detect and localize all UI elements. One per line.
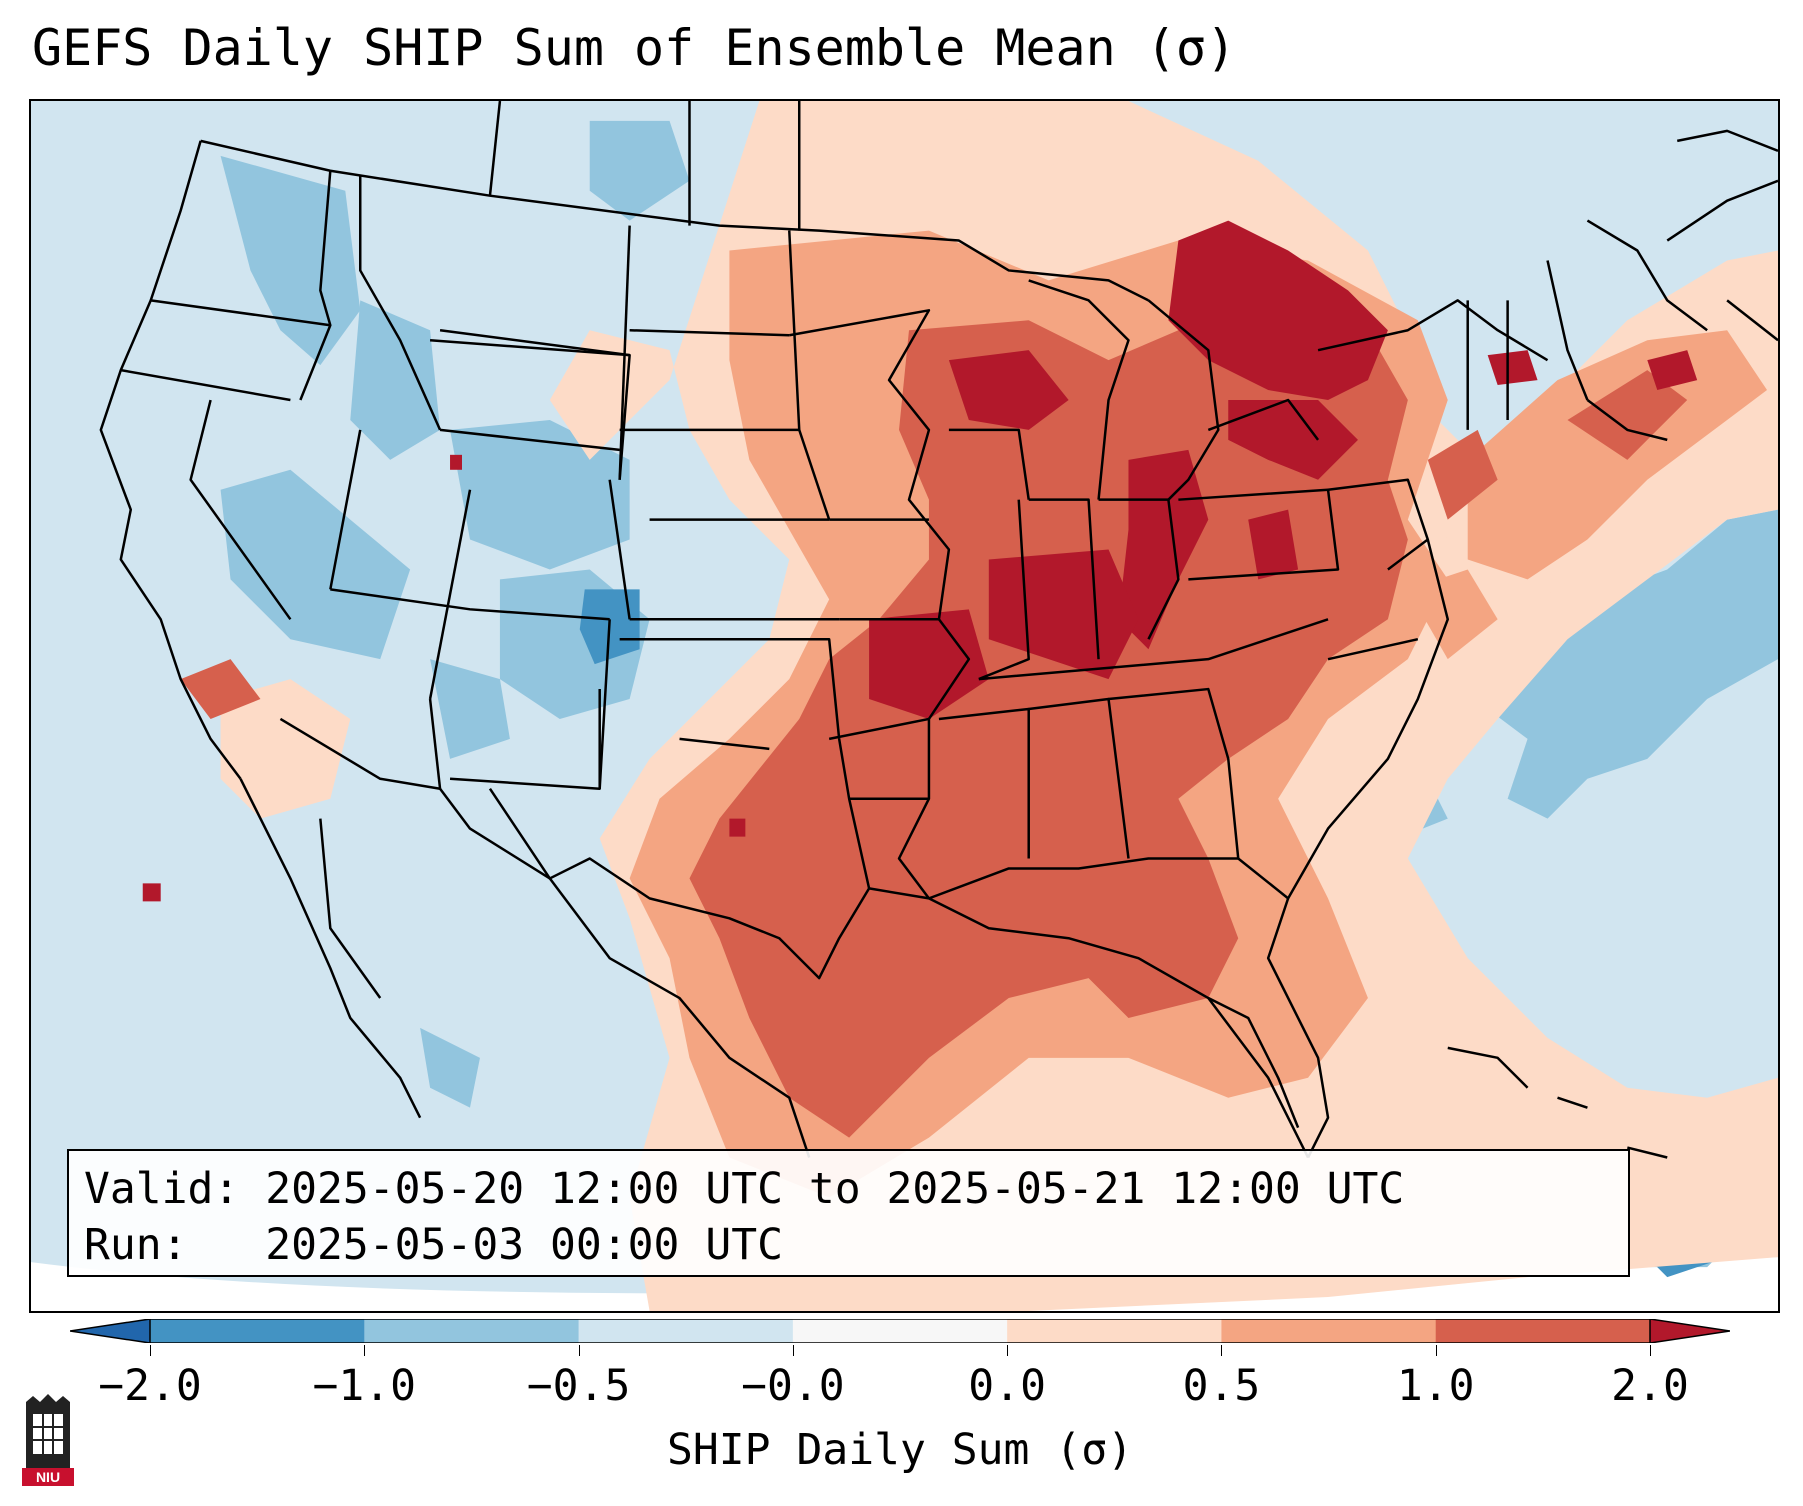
chart-title: GEFS Daily SHIP Sum of Ensemble Mean (σ) bbox=[32, 19, 1237, 77]
colorbar-tick bbox=[364, 1345, 366, 1356]
colorbar-tick bbox=[1435, 1345, 1437, 1356]
colorbar-tick bbox=[1221, 1345, 1223, 1356]
colorbar-bin-0 bbox=[150, 1319, 365, 1343]
colorbar-tick-label: 0.5 bbox=[1182, 1361, 1261, 1411]
colorbar-bin-3 bbox=[792, 1319, 1008, 1343]
boundaries bbox=[99, 101, 1778, 1159]
logo-text: NIU bbox=[36, 1469, 60, 1485]
colorbar-tick-label: 2.0 bbox=[1611, 1361, 1689, 1411]
colorbar-arrow-outline-right bbox=[1649, 1319, 1730, 1343]
field-mid-blue bbox=[220, 120, 1778, 1268]
run-time-text: Run: 2025-05-03 00:00 UTC bbox=[84, 1220, 783, 1270]
colorbar-tick-label: 0.0 bbox=[968, 1361, 1046, 1411]
colorbar-tick bbox=[150, 1345, 151, 1356]
colorbar-bin-5 bbox=[1221, 1319, 1437, 1343]
colorbar-bin-2 bbox=[578, 1319, 794, 1343]
colorbar-tick-label: −2.0 bbox=[98, 1361, 202, 1411]
niu-logo: NIU bbox=[22, 1394, 74, 1486]
map-panel bbox=[29, 99, 1780, 1313]
colorbar bbox=[70, 1319, 1730, 1343]
field-dark-red bbox=[142, 220, 1698, 902]
colorbar-outline bbox=[149, 1319, 1651, 1343]
field-red bbox=[180, 300, 1688, 1138]
colorbar-tick-label: 1.0 bbox=[1396, 1361, 1475, 1411]
colorbar-bin-1 bbox=[364, 1319, 580, 1343]
colorbar-tick bbox=[1650, 1345, 1651, 1356]
ship-anomaly-map bbox=[31, 101, 1778, 1311]
colorbar-tick bbox=[792, 1345, 794, 1356]
colorbar-tick-label: −1.0 bbox=[312, 1361, 417, 1411]
projection-edge bbox=[31, 1257, 1778, 1311]
colorbar-bins bbox=[150, 1319, 1651, 1343]
colorbar-under-arrow bbox=[70, 1319, 150, 1343]
colorbar-tick-label: −0.0 bbox=[741, 1361, 845, 1411]
colorbar-over-arrow bbox=[1650, 1319, 1730, 1343]
colorbar-bin-4 bbox=[1007, 1319, 1222, 1343]
colorbar-bin-6 bbox=[1435, 1319, 1651, 1343]
validity-info-box: Valid: 2025-05-20 12:00 UTC to 2025-05-2… bbox=[67, 1149, 1630, 1277]
colorbar-tick bbox=[1007, 1345, 1009, 1356]
colorbar-arrow-outline bbox=[70, 1319, 151, 1343]
colorbar-tick-label: −0.5 bbox=[526, 1361, 631, 1411]
valid-time-text: Valid: 2025-05-20 12:00 UTC to 2025-05-2… bbox=[84, 1164, 1405, 1214]
colorbar-tick bbox=[578, 1345, 580, 1356]
colorbar-label: SHIP Daily Sum (σ) bbox=[667, 1425, 1133, 1475]
